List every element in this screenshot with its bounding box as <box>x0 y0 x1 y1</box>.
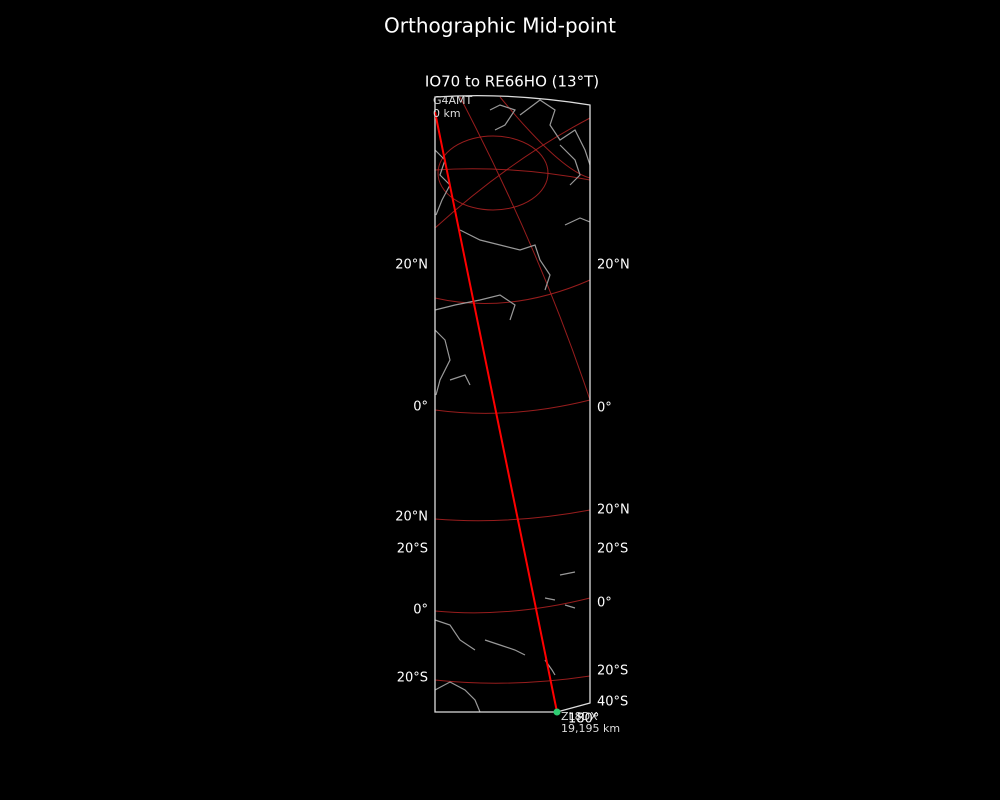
coastlines <box>434 99 591 713</box>
right-labels: 20°N 0° 20°N 20°S 0° 20°S 40°S 180° <box>568 258 630 727</box>
lat-label: 20°N <box>597 503 630 518</box>
lon-label: 180° <box>568 712 599 727</box>
lat-label: 0° <box>413 603 428 618</box>
great-circle-path <box>434 111 558 713</box>
map-subtitle: IO70 to RE66HO (13°T) <box>425 73 599 91</box>
lat-label: 0° <box>413 400 428 415</box>
lat-label: 0° <box>597 401 612 416</box>
lat-label: 40°S <box>597 695 628 710</box>
left-labels: 20°N 0° 20°N 20°S 0° 20°S <box>395 258 428 686</box>
lat-label: 20°N <box>597 258 630 273</box>
lat-label: 20°S <box>597 664 628 679</box>
start-distance: 0 km <box>433 107 461 120</box>
start-call: G4AMT <box>433 94 473 107</box>
lat-label: 0° <box>597 596 612 611</box>
graticule <box>434 96 591 684</box>
page-title: Orthographic Mid-point <box>384 14 616 38</box>
end-marker <box>553 708 561 716</box>
lat-label: 20°S <box>397 671 428 686</box>
end-distance: 19,195 km <box>561 722 620 735</box>
lat-label: 20°N <box>395 510 428 525</box>
end-call: ZL8DX <box>561 710 598 723</box>
lat-label: 20°S <box>597 542 628 557</box>
lat-label: 20°N <box>395 258 428 273</box>
map-frame <box>434 94 591 713</box>
lat-label: 20°S <box>397 542 428 557</box>
